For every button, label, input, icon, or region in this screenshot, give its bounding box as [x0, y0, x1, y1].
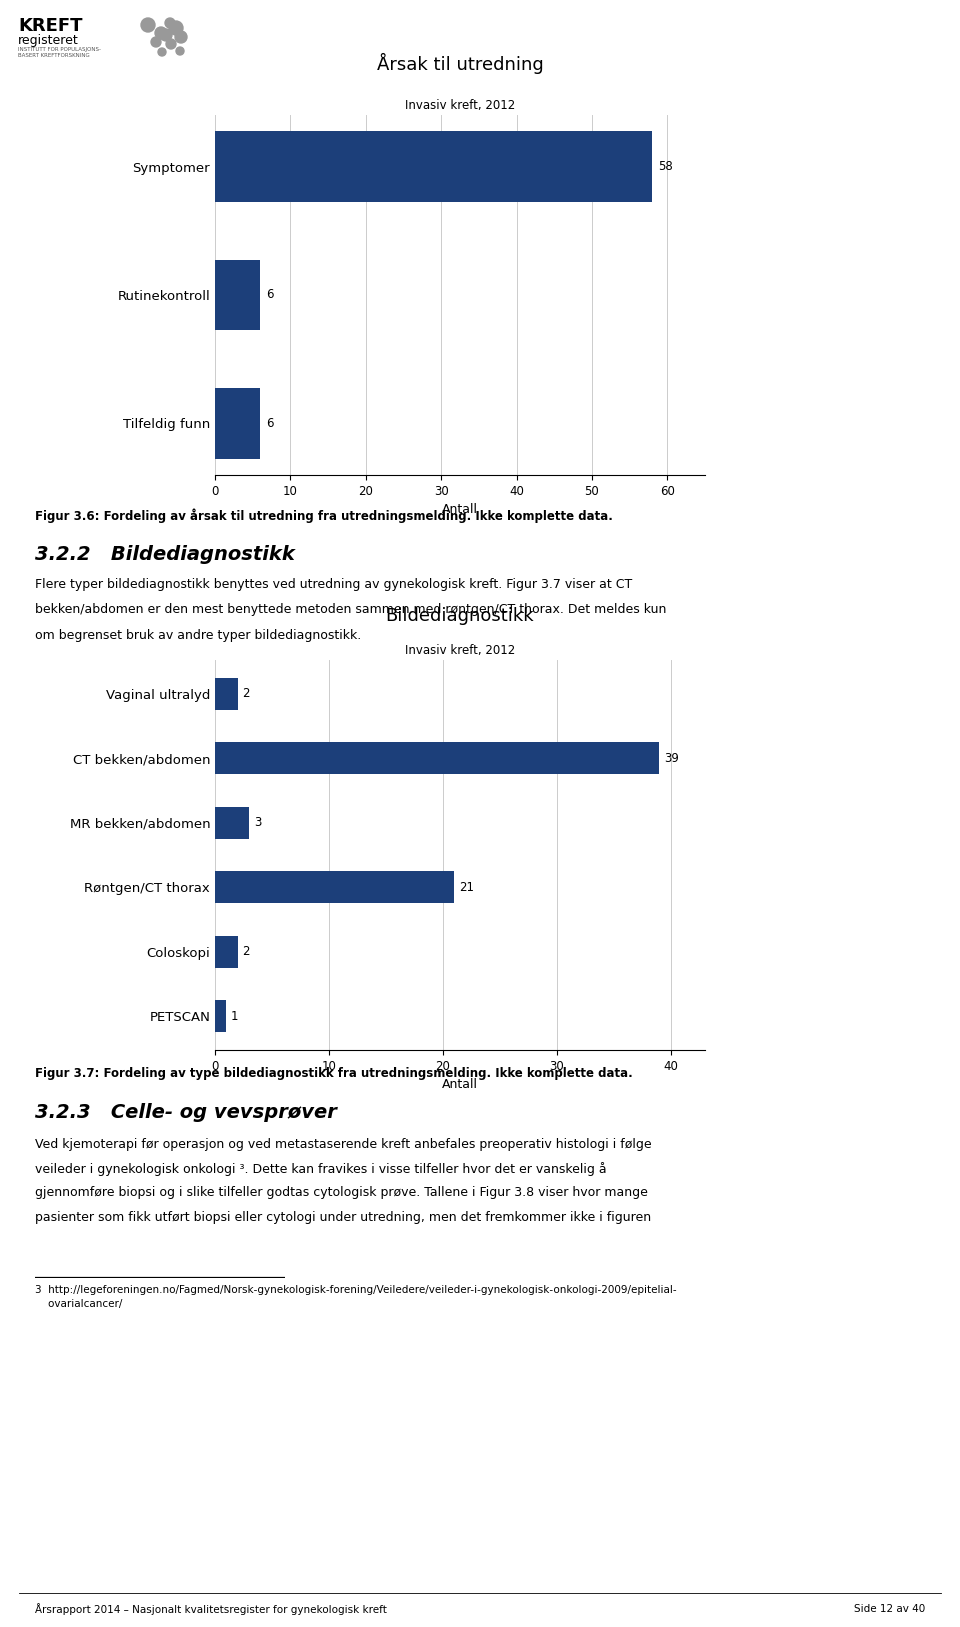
- Text: om begrenset bruk av andre typer bildediagnostikk.: om begrenset bruk av andre typer bildedi…: [35, 630, 361, 643]
- Bar: [215, 742, 660, 774]
- Text: 6: 6: [266, 417, 274, 430]
- Text: Figur 3.7: Fordeling av type bildediagnostikk fra utredningsmelding. Ikke komple: Figur 3.7: Fordeling av type bildediagno…: [35, 1067, 633, 1080]
- Text: BASERT KREFTFORSKNING: BASERT KREFTFORSKNING: [18, 54, 89, 59]
- Circle shape: [176, 47, 184, 55]
- Bar: [215, 132, 652, 202]
- Text: 58: 58: [659, 159, 673, 172]
- Title: Invasiv kreft, 2012: Invasiv kreft, 2012: [405, 644, 516, 657]
- Text: gjennomføre biopsi og i slike tilfeller godtas cytologisk prøve. Tallene i Figur: gjennomføre biopsi og i slike tilfeller …: [35, 1186, 648, 1199]
- Text: Årsrapport 2014 – Nasjonalt kvalitetsregister for gynekologisk kreft: Årsrapport 2014 – Nasjonalt kvalitetsreg…: [35, 1603, 387, 1616]
- Circle shape: [166, 39, 176, 49]
- Circle shape: [155, 28, 167, 39]
- Text: Ved kjemoterapi før operasjon og ved metastaserende kreft anbefales preoperativ : Ved kjemoterapi før operasjon og ved met…: [35, 1137, 652, 1150]
- Bar: [215, 807, 250, 840]
- Text: registeret: registeret: [18, 34, 79, 47]
- Bar: [215, 936, 238, 968]
- Text: 3.2.2   Bildediagnostikk: 3.2.2 Bildediagnostikk: [35, 545, 295, 563]
- X-axis label: Antall: Antall: [442, 503, 478, 516]
- Circle shape: [141, 18, 155, 33]
- Text: INSTITUTT FOR POPULASJONS-: INSTITUTT FOR POPULASJONS-: [18, 47, 101, 52]
- Circle shape: [160, 29, 172, 41]
- Circle shape: [175, 31, 187, 42]
- Circle shape: [169, 21, 183, 36]
- Text: bekken/abdomen er den mest benyttede metoden sammen med røntgen/CT thorax. Det m: bekken/abdomen er den mest benyttede met…: [35, 604, 666, 617]
- Circle shape: [151, 37, 161, 47]
- Title: Invasiv kreft, 2012: Invasiv kreft, 2012: [405, 99, 516, 112]
- Text: Årsak til utredning: Årsak til utredning: [376, 52, 543, 73]
- Text: veileder i gynekologisk onkologi ³. Dette kan fravikes i visse tilfeller hvor de: veileder i gynekologisk onkologi ³. Dett…: [35, 1162, 607, 1176]
- Text: Bildediagnostikk: Bildediagnostikk: [386, 607, 535, 625]
- Text: 1: 1: [231, 1010, 238, 1023]
- Bar: [215, 678, 238, 709]
- Text: 3.2.3   Celle- og vevsprøver: 3.2.3 Celle- og vevsprøver: [35, 1103, 337, 1123]
- Circle shape: [165, 18, 175, 28]
- Bar: [215, 1001, 227, 1032]
- X-axis label: Antall: Antall: [442, 1079, 478, 1092]
- Text: KREFT: KREFT: [18, 16, 83, 36]
- Text: Side 12 av 40: Side 12 av 40: [853, 1604, 925, 1614]
- Text: 39: 39: [664, 752, 679, 765]
- Text: Flere typer bildediagnostikk benyttes ved utredning av gynekologisk kreft. Figur: Flere typer bildediagnostikk benyttes ve…: [35, 578, 633, 591]
- Text: 2: 2: [242, 687, 250, 700]
- Bar: [215, 870, 454, 903]
- Bar: [215, 389, 260, 459]
- Circle shape: [158, 49, 166, 55]
- Text: 2: 2: [242, 945, 250, 958]
- Text: 3: 3: [253, 817, 261, 830]
- Text: 6: 6: [266, 288, 274, 301]
- Text: 21: 21: [459, 880, 474, 893]
- Bar: [215, 260, 260, 330]
- Text: 3  http://legeforeningen.no/Fagmed/Norsk-gynekologisk-forening/Veiledere/veilede: 3 http://legeforeningen.no/Fagmed/Norsk-…: [35, 1285, 677, 1310]
- Text: Figur 3.6: Fordeling av årsak til utredning fra utredningsmelding. Ikke komplett: Figur 3.6: Fordeling av årsak til utredn…: [35, 509, 612, 524]
- Text: pasienter som fikk utført biopsi eller cytologi under utredning, men det fremkom: pasienter som fikk utført biopsi eller c…: [35, 1210, 651, 1224]
